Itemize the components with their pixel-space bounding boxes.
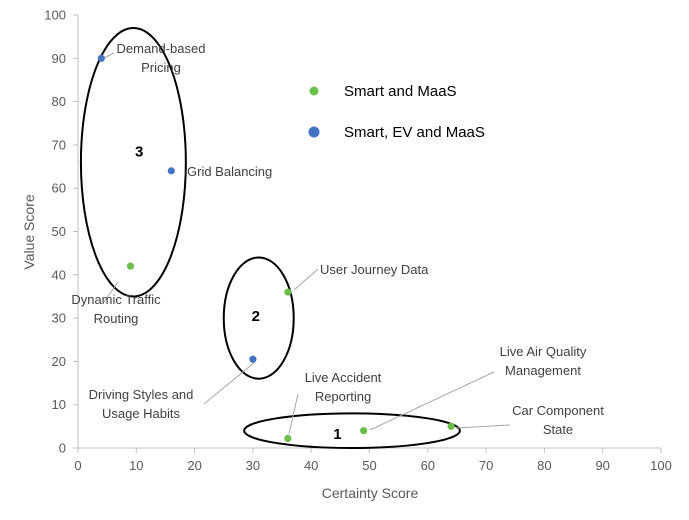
data-point [447,422,455,430]
x-tick-label: 0 [74,458,81,473]
data-point [167,167,175,175]
data-label: Car Component State [512,403,604,437]
legend-label: Smart and MaaS [344,83,457,100]
data-label-line: Car Component [512,403,604,418]
data-point [360,427,368,435]
data-points [97,54,455,443]
x-tick-label: 40 [304,458,318,473]
legend-marker [309,86,319,96]
data-label-line: Grid Balancing [187,164,272,179]
x-axis-title: Certainty Score [322,485,419,501]
data-label-line: Pricing [141,60,181,75]
data-label: Dynamic Traffic Routing [71,292,161,326]
y-tick-label: 10 [52,397,66,412]
data-point [249,355,257,363]
data-point [284,288,292,296]
group-label-2: 2 [252,308,260,325]
leader-lines [103,52,511,435]
data-label: Live Accident Reporting [305,370,382,404]
data-label-line: User Journey Data [320,262,429,277]
data-label-line: Driving Styles and [89,387,194,402]
y-tick-label: 30 [52,311,66,326]
data-label-line: Dynamic Traffic [71,292,161,307]
x-tick-label: 60 [421,458,435,473]
group-ellipse-3 [79,26,187,298]
data-label-line: Reporting [315,389,371,404]
data-label: Demand-based Pricing [117,41,206,75]
leader-line [203,361,256,405]
legend-marker [308,126,320,138]
y-axis-title: Value Score [21,194,37,269]
data-label-line: Routing [94,311,139,326]
data-label: Driving Styles and Usage Habits [89,387,194,421]
group-ellipses: 3 2 1 [79,26,461,449]
data-label-line: Usage Habits [102,406,181,421]
data-point [284,434,292,443]
x-tick-label: 30 [246,458,260,473]
data-point [126,262,135,270]
x-tick-label: 90 [595,458,609,473]
x-tick-label: 50 [362,458,376,473]
data-label-line: Live Accident [305,370,382,385]
group-label-3: 3 [135,143,143,160]
leader-line [369,371,495,431]
data-label-line: Demand-based [117,41,206,56]
data-label: Live Air Quality Management [500,344,587,378]
y-tick-label: 20 [52,354,66,369]
x-tick-label: 100 [650,458,672,473]
y-tick-label: 60 [52,181,66,196]
data-label-line: Management [505,363,581,378]
y-tick-label: 70 [52,137,66,152]
data-point [97,54,105,62]
legend-label: Smart, EV and MaaS [344,124,485,141]
leader-line [103,52,115,59]
leader-line [455,424,511,429]
data-label: User Journey Data [320,262,429,277]
y-tick-label: 0 [59,441,66,456]
group-ellipse-2 [222,256,295,380]
y-tick-label: 80 [52,94,66,109]
group-label-1: 1 [333,426,341,443]
leader-line [103,281,119,303]
data-label: Grid Balancing [187,164,272,179]
legend: Smart and MaaS Smart, EV and MaaS [308,83,485,141]
axes: 0 10 20 30 40 50 60 70 80 90 100 0 10 20 30 40 50 60 70 80 9… [44,8,672,474]
group-ellipse-1 [243,412,461,449]
x-tick-label: 20 [187,458,201,473]
data-label-line: Live Air Quality [500,344,587,359]
y-tick-label: 40 [52,267,66,282]
y-tick-label: 50 [52,224,66,239]
leader-line [293,268,319,291]
point-labels: Dynamic Traffic Routing User Journey Data L… [71,41,604,437]
leader-line [288,393,299,435]
y-tick-label: 100 [44,8,66,23]
x-tick-label: 70 [479,458,493,473]
y-tick-label: 90 [52,51,66,66]
x-tick-label: 80 [537,458,551,473]
x-tick-label: 10 [129,458,143,473]
data-label-line: State [543,422,573,437]
